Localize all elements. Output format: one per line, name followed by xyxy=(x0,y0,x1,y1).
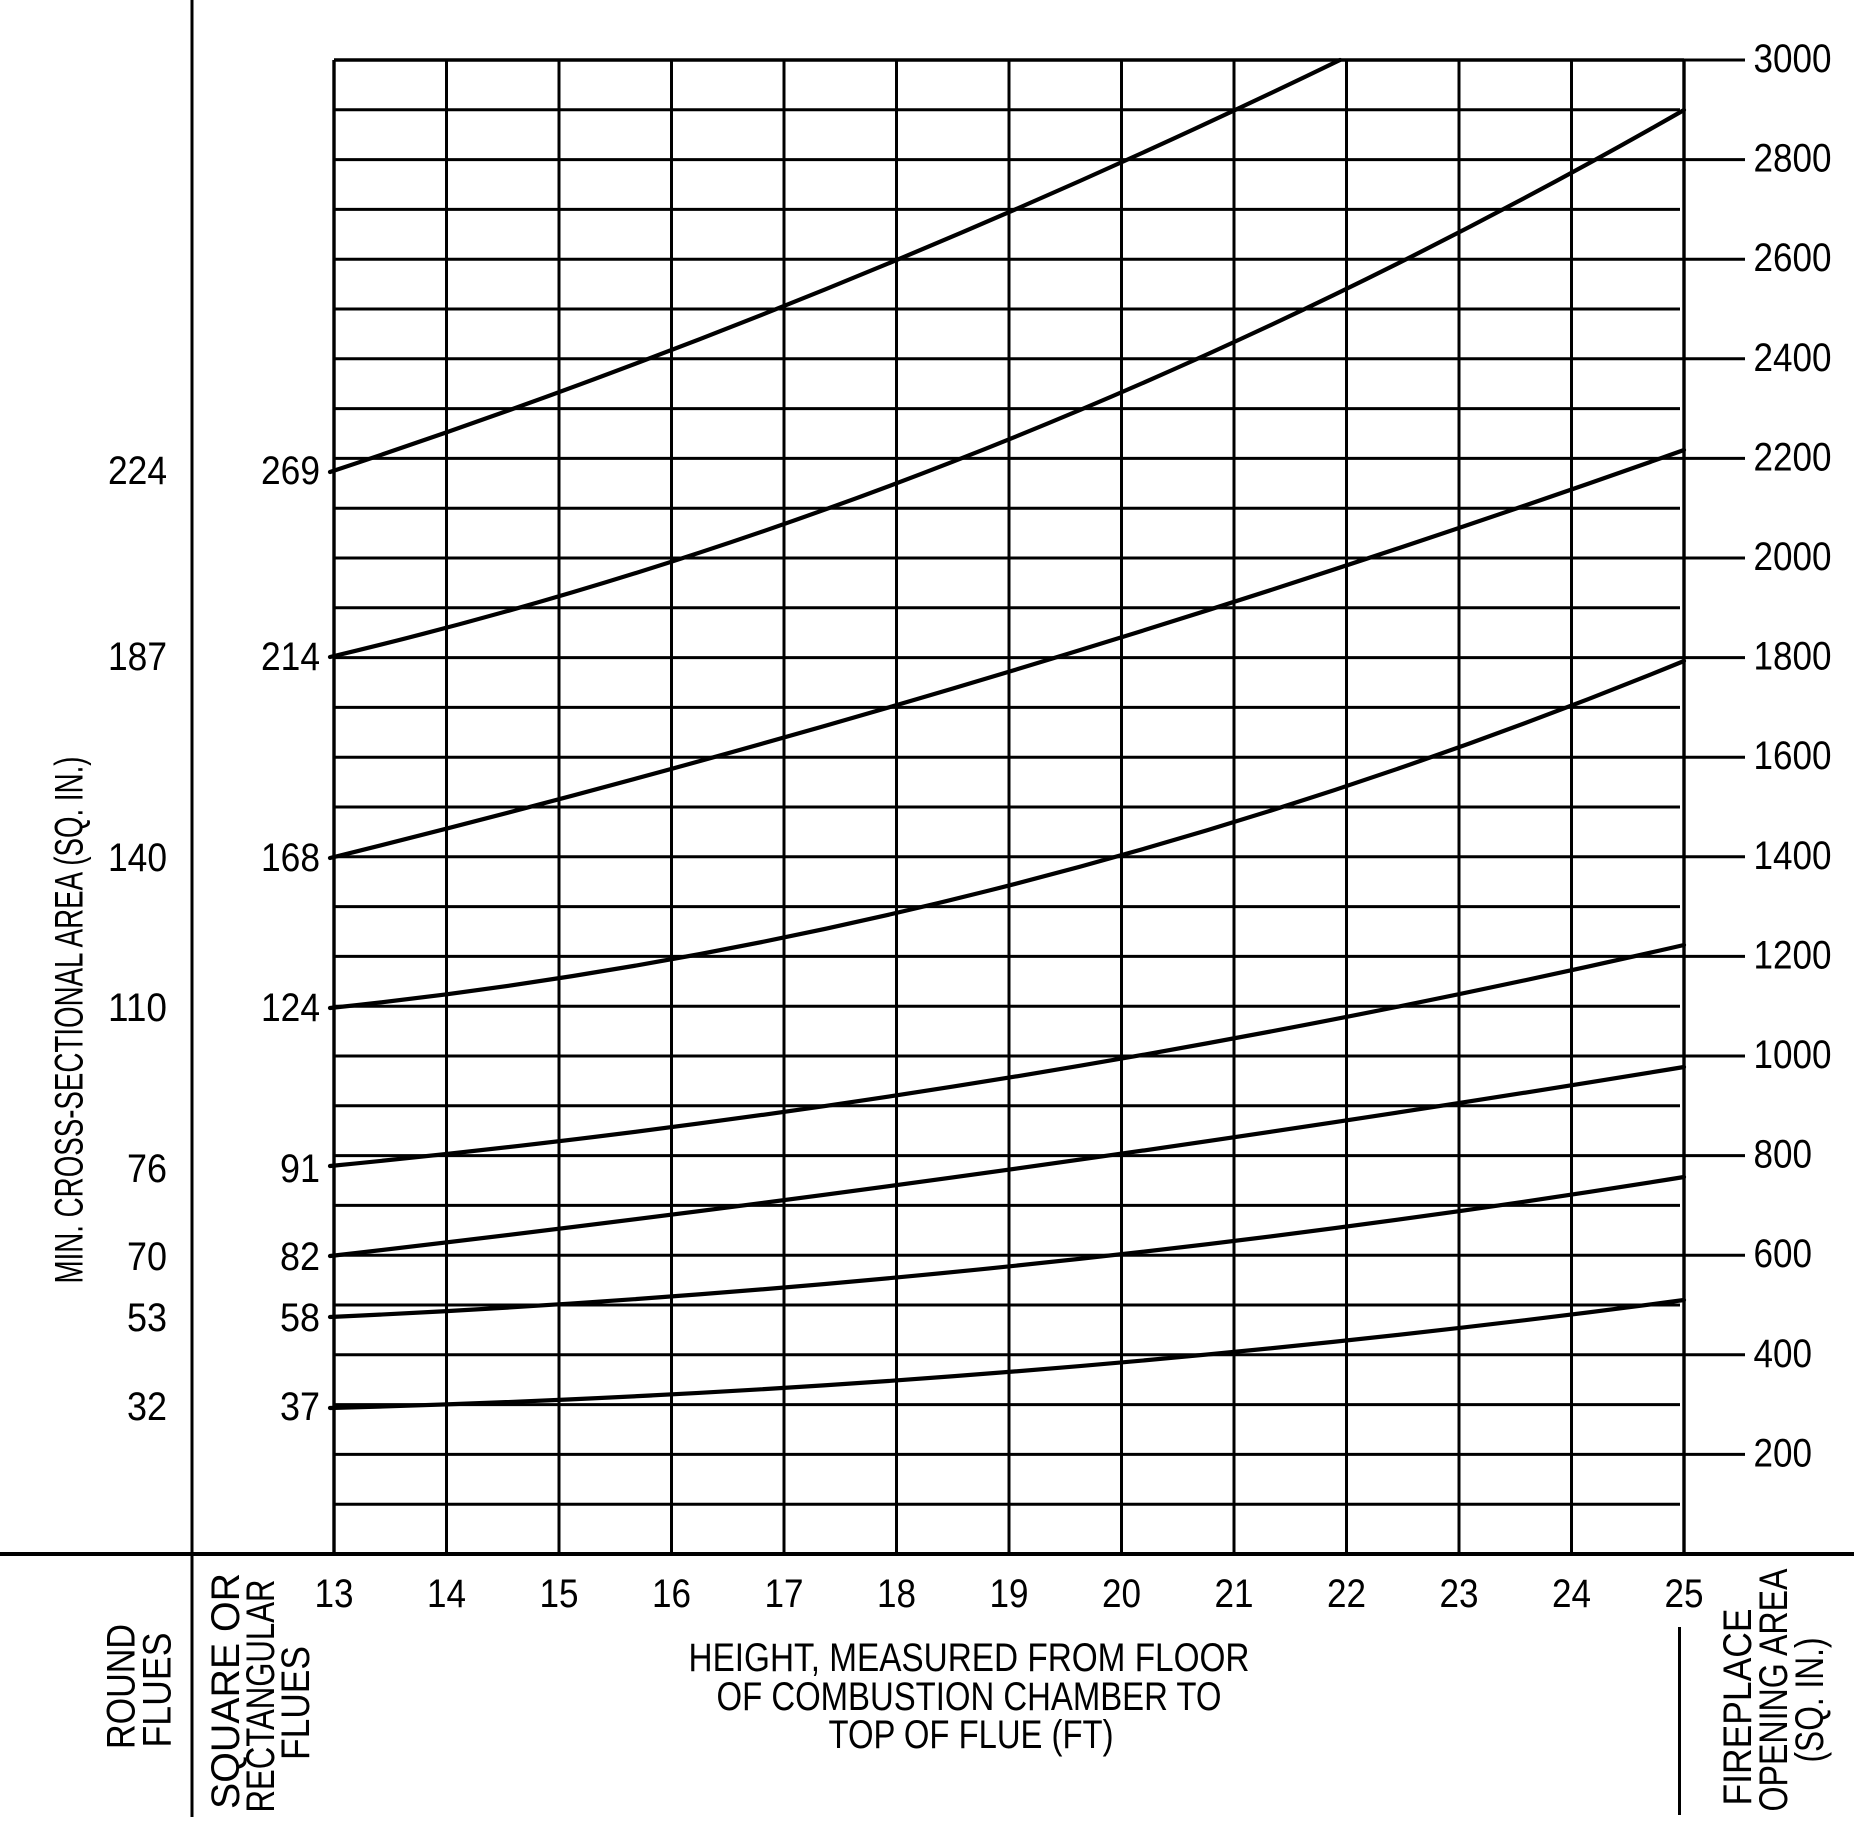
svg-text:91: 91 xyxy=(280,1147,320,1191)
svg-text:70: 70 xyxy=(127,1235,167,1279)
svg-text:SQUARE OR: SQUARE OR xyxy=(204,1573,248,1809)
svg-text:19: 19 xyxy=(990,1572,1029,1616)
svg-text:ROUND: ROUND xyxy=(100,1624,144,1749)
svg-text:2600: 2600 xyxy=(1754,236,1832,280)
svg-text:18: 18 xyxy=(877,1572,916,1616)
svg-text:37: 37 xyxy=(280,1385,320,1429)
svg-text:FLUES: FLUES xyxy=(274,1646,318,1760)
svg-text:24: 24 xyxy=(1552,1572,1591,1616)
svg-text:187: 187 xyxy=(108,635,167,679)
svg-text:HEIGHT, MEASURED FROM FLOOR: HEIGHT, MEASURED FROM FLOOR xyxy=(689,1636,1250,1680)
svg-text:214: 214 xyxy=(261,635,320,679)
svg-text:23: 23 xyxy=(1440,1572,1479,1616)
svg-text:1000: 1000 xyxy=(1754,1033,1832,1077)
svg-text:25: 25 xyxy=(1665,1572,1704,1616)
svg-text:140: 140 xyxy=(108,836,167,880)
svg-text:FLUES: FLUES xyxy=(135,1633,179,1748)
svg-text:400: 400 xyxy=(1754,1332,1813,1376)
svg-text:FIREPLACE: FIREPLACE xyxy=(1716,1609,1760,1806)
svg-text:1400: 1400 xyxy=(1754,834,1832,878)
svg-text:(SQ. IN.): (SQ. IN.) xyxy=(1788,1638,1832,1763)
svg-text:600: 600 xyxy=(1754,1232,1813,1276)
svg-text:800: 800 xyxy=(1754,1133,1813,1177)
svg-text:2800: 2800 xyxy=(1754,137,1832,181)
svg-text:MIN. CROSS-SECTIONAL AREA (SQ.: MIN. CROSS-SECTIONAL AREA (SQ. IN.) xyxy=(48,757,92,1284)
svg-text:1200: 1200 xyxy=(1754,933,1832,977)
svg-text:16: 16 xyxy=(652,1572,691,1616)
svg-text:RECTANGULAR: RECTANGULAR xyxy=(239,1580,283,1813)
svg-text:1600: 1600 xyxy=(1754,734,1832,778)
svg-text:224: 224 xyxy=(108,449,167,493)
svg-text:200: 200 xyxy=(1754,1431,1813,1475)
svg-text:17: 17 xyxy=(765,1572,804,1616)
svg-text:OF COMBUSTION CHAMBER TO: OF COMBUSTION CHAMBER TO xyxy=(717,1675,1222,1719)
svg-text:58: 58 xyxy=(280,1296,320,1340)
svg-text:2000: 2000 xyxy=(1754,535,1832,579)
svg-text:53: 53 xyxy=(127,1296,167,1340)
svg-text:82: 82 xyxy=(280,1235,320,1279)
svg-text:14: 14 xyxy=(427,1572,466,1616)
svg-text:2200: 2200 xyxy=(1754,435,1832,479)
svg-text:76: 76 xyxy=(127,1147,167,1191)
svg-text:124: 124 xyxy=(261,986,320,1030)
svg-text:TOP OF FLUE (FT): TOP OF FLUE (FT) xyxy=(829,1713,1114,1757)
svg-text:32: 32 xyxy=(127,1385,167,1429)
svg-text:20: 20 xyxy=(1102,1572,1141,1616)
svg-text:2400: 2400 xyxy=(1754,336,1832,380)
svg-text:22: 22 xyxy=(1327,1572,1366,1616)
svg-text:269: 269 xyxy=(261,449,320,493)
svg-text:21: 21 xyxy=(1215,1572,1254,1616)
svg-text:3000: 3000 xyxy=(1754,37,1832,81)
svg-text:13: 13 xyxy=(315,1572,354,1616)
svg-text:OPENING AREA: OPENING AREA xyxy=(1752,1568,1796,1811)
svg-text:1800: 1800 xyxy=(1754,635,1832,679)
svg-text:168: 168 xyxy=(261,836,320,880)
svg-text:110: 110 xyxy=(108,986,167,1030)
svg-text:15: 15 xyxy=(540,1572,579,1616)
